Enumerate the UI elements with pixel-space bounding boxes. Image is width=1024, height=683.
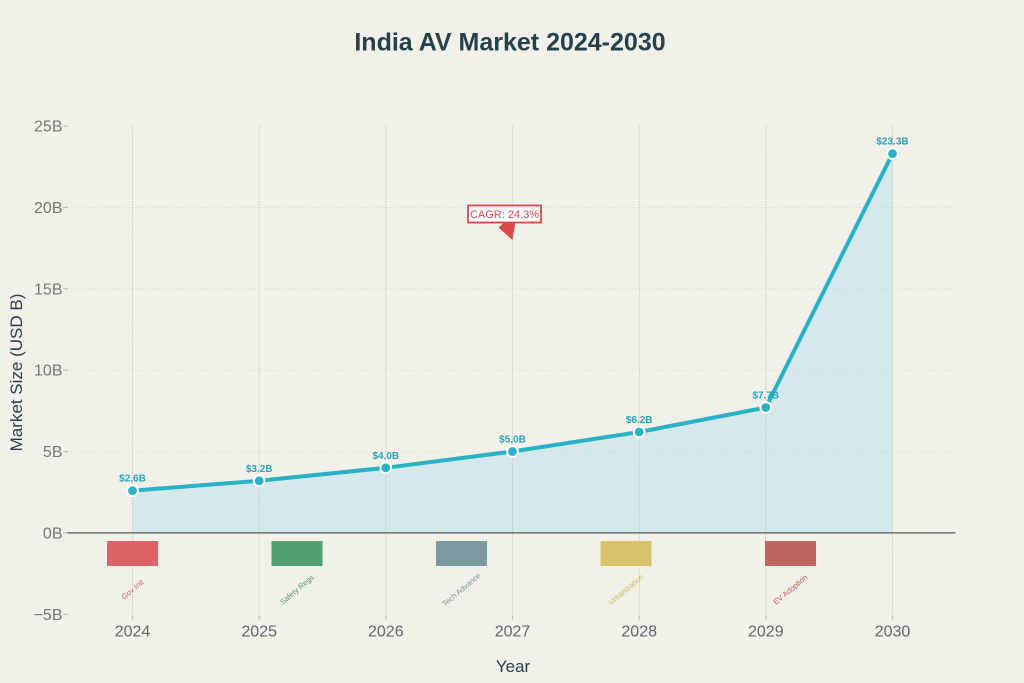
svg-text:2026: 2026 [368, 624, 404, 641]
svg-text:$7.7B: $7.7B [752, 391, 779, 402]
svg-text:CAGR: 24.3%: CAGR: 24.3% [470, 209, 539, 221]
svg-text:Market Size (USD B): Market Size (USD B) [7, 294, 26, 452]
svg-text:2028: 2028 [621, 624, 657, 641]
svg-text:$4.0B: $4.0B [372, 451, 399, 462]
svg-text:0B: 0B [43, 525, 63, 542]
svg-text:2025: 2025 [241, 624, 277, 641]
svg-text:$23.3B: $23.3B [876, 137, 908, 148]
svg-text:5B: 5B [43, 444, 63, 461]
svg-text:10B: 10B [34, 363, 62, 380]
svg-text:India AV Market 2024-2030: India AV Market 2024-2030 [354, 29, 665, 57]
svg-text:2030: 2030 [875, 624, 911, 641]
svg-text:$3.2B: $3.2B [246, 464, 273, 475]
svg-text:2024: 2024 [115, 624, 151, 641]
svg-text:25B: 25B [34, 119, 62, 136]
svg-text:−5B: −5B [34, 607, 63, 624]
svg-text:$2.6B: $2.6B [119, 474, 146, 485]
svg-text:Year: Year [496, 657, 531, 676]
svg-text:2027: 2027 [495, 624, 531, 641]
svg-text:2029: 2029 [748, 624, 784, 641]
svg-text:$5.0B: $5.0B [499, 435, 526, 446]
svg-text:$6.2B: $6.2B [626, 415, 653, 426]
svg-text:15B: 15B [34, 281, 62, 298]
svg-text:20B: 20B [34, 200, 62, 217]
